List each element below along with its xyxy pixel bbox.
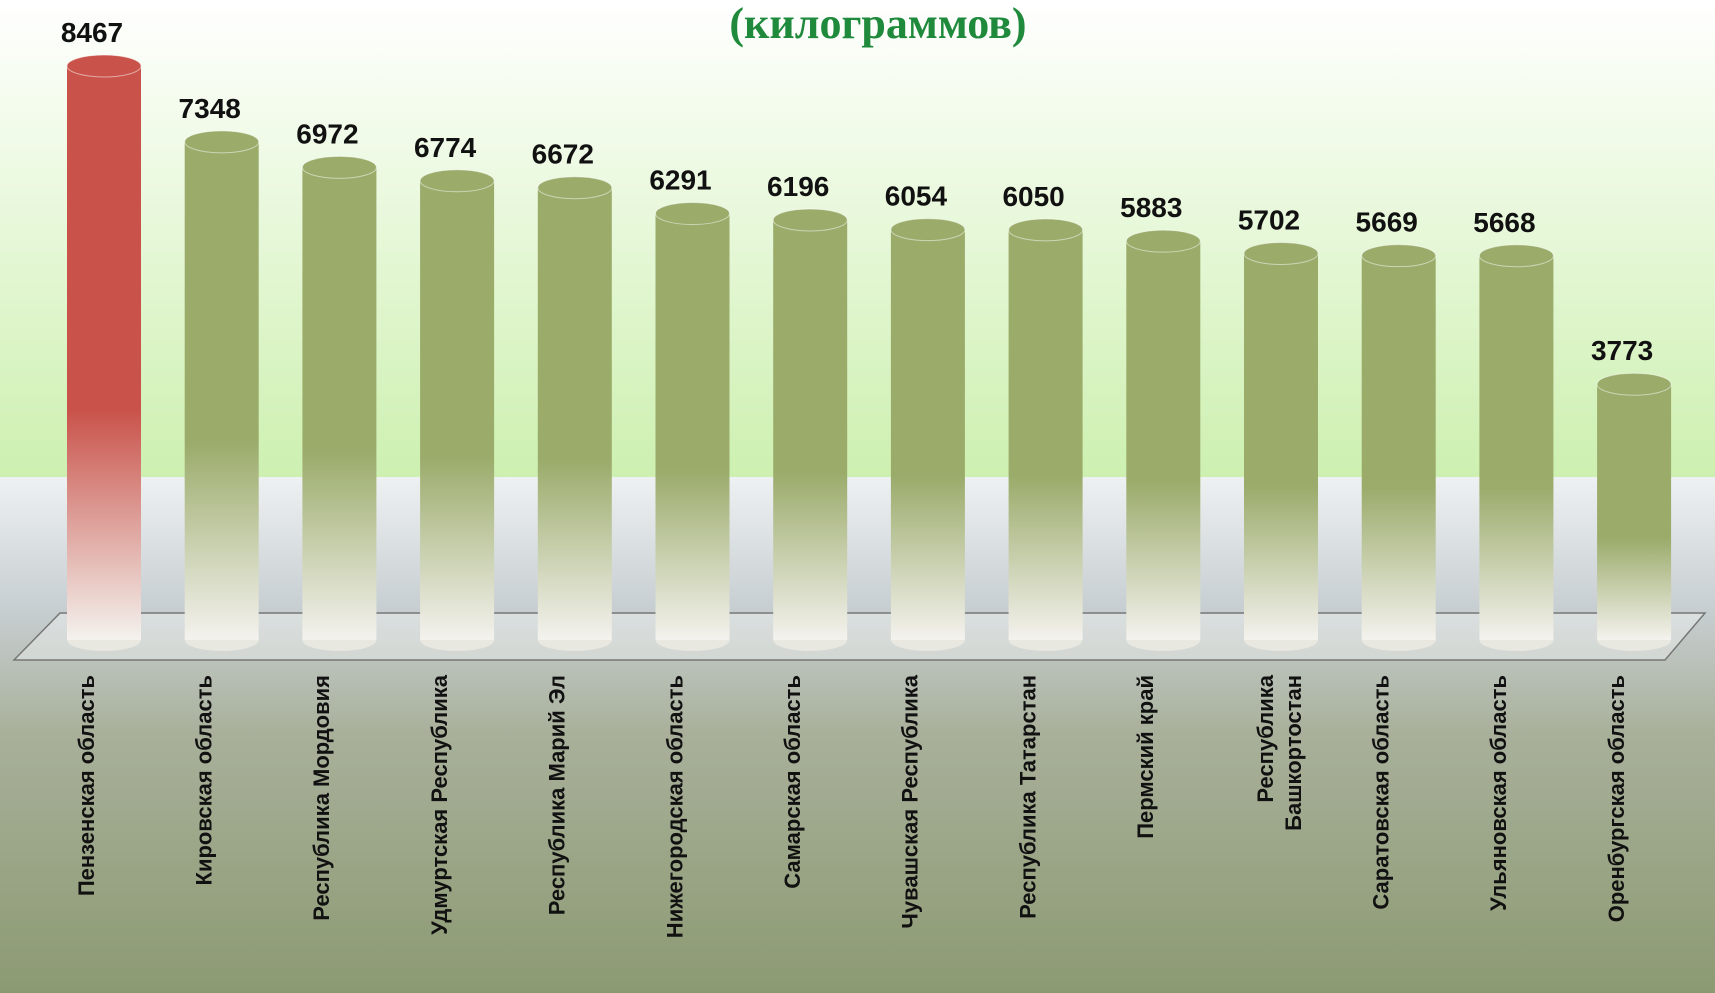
bar-top	[1479, 245, 1553, 267]
bar-top	[185, 131, 259, 153]
bar-top	[420, 170, 494, 192]
value-label: 8467	[61, 17, 123, 48]
x-tick-label: Республика Татарстан	[1015, 675, 1040, 919]
value-label: 6196	[767, 171, 829, 202]
value-label: 5883	[1120, 192, 1182, 223]
value-label: 6774	[414, 132, 477, 163]
bar-top	[773, 209, 847, 231]
x-tick-label: Оренбургская область	[1604, 675, 1629, 922]
x-tick-label: Кировская область	[192, 675, 217, 885]
x-tick-label: Нижегородская область	[662, 675, 687, 938]
bar-top	[1126, 230, 1200, 252]
bar	[1479, 256, 1553, 640]
bar-top	[891, 219, 965, 241]
value-label: 3773	[1591, 335, 1653, 366]
x-tick-label: Чувашская Республика	[898, 674, 923, 928]
chart-title: (килограммов)	[729, 0, 1026, 48]
bar-top	[1244, 242, 1318, 264]
x-tick-label: Ульяновская область	[1486, 675, 1511, 911]
value-label: 6672	[532, 139, 594, 170]
value-label: 6972	[296, 118, 358, 149]
x-tick-label: Саратовская область	[1369, 675, 1394, 910]
bar	[538, 188, 612, 640]
x-tick-label: Пермский край	[1133, 675, 1158, 839]
bar	[1597, 384, 1671, 640]
bar-top	[1362, 245, 1436, 267]
bar-top	[1009, 219, 1083, 241]
x-tick-label: Пензенская область	[74, 675, 99, 896]
bar	[1362, 256, 1436, 640]
bar	[67, 66, 141, 640]
bar	[773, 220, 847, 640]
x-tick-label: Республика Мордовия	[309, 675, 334, 921]
bar-top	[1597, 373, 1671, 395]
bar	[656, 214, 730, 640]
value-label: 5669	[1356, 207, 1418, 238]
bar	[420, 181, 494, 640]
chart: (килограммов) 8467 Пензенская область 7348…	[0, 0, 1715, 993]
x-tick-label: Самарская область	[780, 675, 805, 889]
bar-top	[656, 203, 730, 225]
bar	[1126, 241, 1200, 640]
bar	[1009, 230, 1083, 640]
floor	[14, 613, 1705, 660]
bar-top	[67, 55, 141, 77]
value-label: 6054	[885, 181, 948, 212]
bar	[891, 230, 965, 640]
value-label: 6050	[1002, 181, 1064, 212]
value-label: 7348	[179, 93, 241, 124]
value-label: 5668	[1473, 207, 1535, 238]
x-tick-label: Удмуртская Республика	[427, 674, 452, 935]
bar	[185, 142, 259, 640]
bar	[302, 167, 376, 640]
value-label: 5702	[1238, 204, 1300, 235]
value-label: 6291	[649, 165, 711, 196]
x-tick-label: Республика Марий Эл	[545, 675, 570, 915]
bar-top	[302, 156, 376, 178]
bar	[1244, 253, 1318, 640]
bar-top	[538, 177, 612, 199]
